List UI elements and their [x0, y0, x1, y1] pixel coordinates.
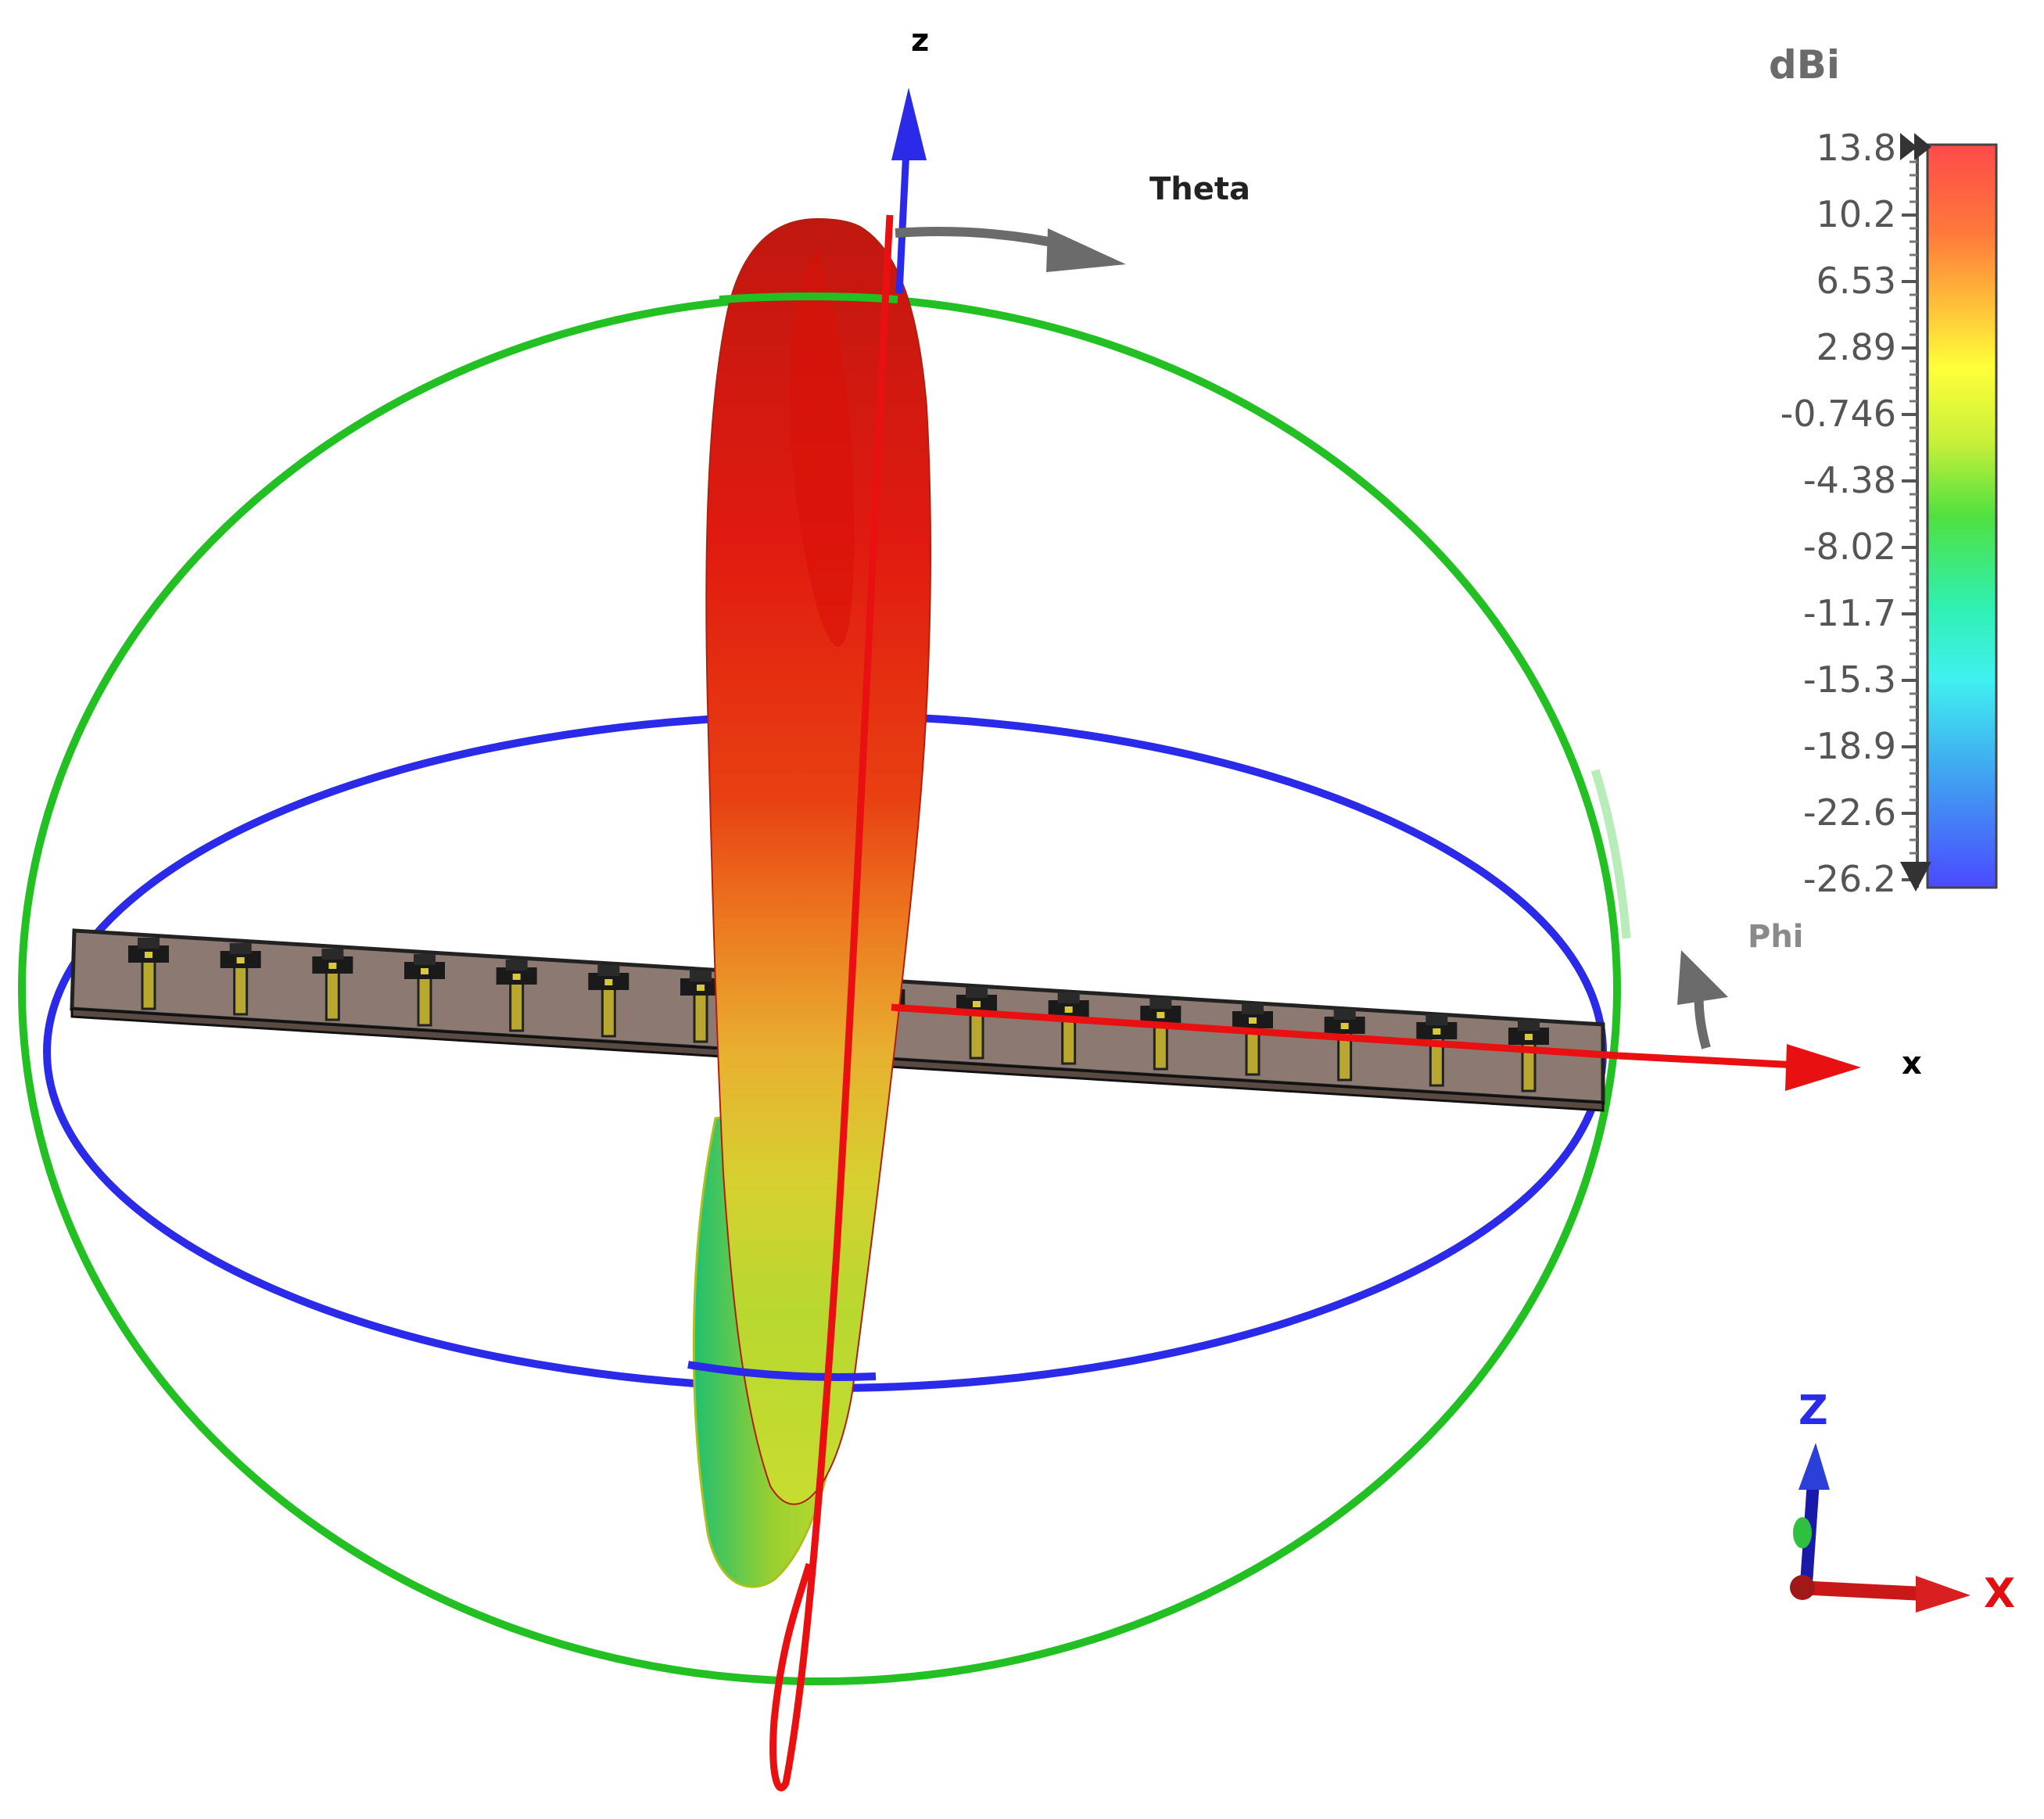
- antenna-element[interactable]: [680, 970, 721, 1043]
- antenna-element[interactable]: [312, 949, 353, 1021]
- triad-z-arrowhead: [1798, 1443, 1830, 1490]
- antenna-element[interactable]: [404, 954, 445, 1027]
- phi-label: Phi: [1748, 919, 1804, 955]
- theta-label: Theta: [1149, 171, 1251, 207]
- color-legend[interactable]: [1900, 133, 1998, 892]
- antenna-element[interactable]: [128, 938, 169, 1010]
- triad-x-arrowhead: [1916, 1576, 1970, 1613]
- z-axis-arrowhead: [891, 88, 927, 160]
- legend-gradient-bar: [1926, 143, 1998, 889]
- antenna-element[interactable]: [1324, 1009, 1365, 1082]
- legend-unit: dBi: [1769, 42, 1841, 88]
- x-axis-label: x: [1902, 1046, 1922, 1082]
- legend-tick-label: -22.6: [1802, 791, 1896, 834]
- triad-x-axis: [1798, 1580, 1924, 1601]
- legend-max-handle-2[interactable]: [1900, 133, 1917, 160]
- x-axis-arrowhead: [1785, 1044, 1861, 1091]
- legend-max-handle[interactable]: [1914, 133, 1931, 160]
- triad-origin: [1790, 1575, 1815, 1600]
- legend-tick-label: -0.746: [1780, 393, 1896, 435]
- antenna-element[interactable]: [588, 965, 629, 1038]
- legend-tick-label: -15.3: [1802, 658, 1896, 701]
- legend-min-handle[interactable]: [1900, 862, 1931, 892]
- legend-tick-label: 2.89: [1816, 326, 1896, 368]
- cut-trace: [769, 214, 894, 1792]
- phi-arrowhead: [1677, 950, 1728, 1005]
- antenna-element[interactable]: [220, 943, 261, 1016]
- legend-tick-label: -26.2: [1802, 858, 1896, 900]
- lobe-shading: [789, 250, 855, 648]
- legend-tick-label: 13.8: [1816, 127, 1896, 169]
- legend-tick-label: 6.53: [1816, 260, 1896, 302]
- legend-tick-label: -4.38: [1802, 459, 1896, 501]
- antenna-element[interactable]: [496, 960, 537, 1032]
- legend-tick-label: -8.02: [1802, 526, 1896, 568]
- theta-circle-highlight: [1590, 769, 1631, 939]
- legend-tick-label: -11.7: [1802, 592, 1896, 634]
- phi-circle-front: [687, 1361, 877, 1381]
- antenna-element[interactable]: [956, 987, 997, 1060]
- antenna-element[interactable]: [1048, 992, 1089, 1065]
- triad-z-label: Z: [1798, 1387, 1828, 1434]
- antenna-element[interactable]: [1140, 998, 1182, 1071]
- antenna-element[interactable]: [1232, 1003, 1273, 1076]
- orientation-triad: [1790, 1443, 1970, 1613]
- theta-arrowhead: [1046, 228, 1126, 272]
- z-axis-label: z: [911, 23, 930, 59]
- antenna-element[interactable]: [1416, 1014, 1458, 1087]
- legend-tick-label: -18.9: [1802, 725, 1896, 767]
- x-axis-red-segment: [891, 1003, 1619, 1060]
- theta-circle-top: [719, 292, 898, 303]
- triad-y-axis: [1793, 1517, 1812, 1548]
- legend-tick-label: 10.2: [1816, 193, 1896, 235]
- x-axis-line: [1618, 1052, 1799, 1069]
- triad-x-label: X: [1984, 1570, 2016, 1617]
